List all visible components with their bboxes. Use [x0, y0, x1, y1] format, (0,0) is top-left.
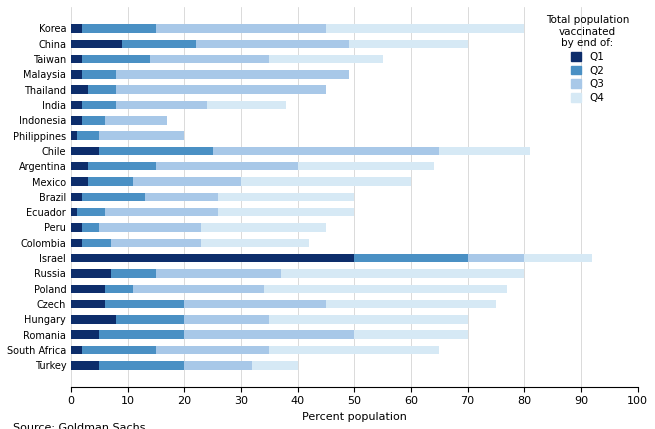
Bar	[218, 193, 354, 201]
Bar	[71, 116, 83, 124]
Bar	[88, 162, 156, 170]
Bar	[71, 269, 111, 278]
Bar	[201, 223, 326, 232]
Bar	[83, 223, 100, 232]
Bar	[71, 361, 100, 369]
Bar	[213, 147, 440, 155]
Bar	[468, 254, 524, 262]
Bar	[71, 239, 83, 247]
Bar	[71, 346, 83, 354]
Bar	[71, 147, 100, 155]
Bar	[280, 269, 524, 278]
Bar	[71, 284, 105, 293]
Text: Source: Goldman Sachs: Source: Goldman Sachs	[13, 423, 145, 429]
Bar	[105, 116, 168, 124]
Bar	[117, 70, 348, 79]
Bar	[241, 177, 411, 186]
Bar	[100, 147, 213, 155]
Bar	[184, 315, 269, 323]
Bar	[297, 162, 434, 170]
Bar	[207, 101, 286, 109]
Bar	[326, 24, 524, 33]
Bar	[71, 131, 77, 140]
Bar	[264, 284, 507, 293]
Bar	[71, 223, 83, 232]
Bar	[156, 162, 297, 170]
Bar	[71, 85, 88, 94]
Bar	[269, 315, 468, 323]
Bar	[151, 55, 269, 63]
Bar	[156, 346, 269, 354]
Bar	[83, 70, 117, 79]
Bar	[134, 284, 264, 293]
Bar	[71, 70, 83, 79]
Bar	[71, 300, 105, 308]
Bar	[111, 239, 201, 247]
Bar	[83, 193, 145, 201]
Legend: Q1, Q2, Q3, Q4: Q1, Q2, Q3, Q4	[543, 12, 632, 106]
Bar	[252, 361, 297, 369]
Bar	[88, 85, 117, 94]
Bar	[100, 330, 184, 339]
Bar	[326, 300, 496, 308]
Bar	[71, 39, 122, 48]
Bar	[71, 193, 83, 201]
Bar	[184, 361, 252, 369]
Bar	[77, 131, 100, 140]
Bar	[184, 330, 354, 339]
Bar	[83, 116, 105, 124]
Bar	[71, 177, 88, 186]
Bar	[117, 101, 207, 109]
Bar	[71, 254, 354, 262]
Bar	[156, 269, 280, 278]
Bar	[105, 284, 134, 293]
Bar	[88, 177, 134, 186]
Bar	[100, 131, 184, 140]
Bar	[145, 193, 218, 201]
Bar	[184, 300, 326, 308]
Bar	[71, 55, 83, 63]
Bar	[156, 24, 326, 33]
Bar	[117, 315, 184, 323]
Bar	[269, 55, 383, 63]
Bar	[201, 239, 309, 247]
Bar	[83, 239, 111, 247]
Bar	[354, 330, 468, 339]
Bar	[440, 147, 530, 155]
Bar	[354, 254, 468, 262]
Bar	[83, 24, 156, 33]
Bar	[71, 101, 83, 109]
Bar	[83, 346, 156, 354]
Bar	[83, 101, 117, 109]
Bar	[71, 330, 100, 339]
Bar	[105, 208, 218, 216]
Bar	[348, 39, 468, 48]
Bar	[71, 208, 77, 216]
Bar	[134, 177, 241, 186]
X-axis label: Percent population: Percent population	[302, 412, 407, 422]
Bar	[71, 162, 88, 170]
Bar	[77, 208, 105, 216]
Bar	[218, 208, 354, 216]
Bar	[100, 223, 201, 232]
Bar	[122, 39, 196, 48]
Bar	[100, 361, 184, 369]
Bar	[71, 315, 117, 323]
Bar	[196, 39, 348, 48]
Bar	[524, 254, 592, 262]
Bar	[105, 300, 184, 308]
Bar	[83, 55, 151, 63]
Bar	[111, 269, 156, 278]
Bar	[117, 85, 326, 94]
Bar	[71, 24, 83, 33]
Bar	[269, 346, 440, 354]
